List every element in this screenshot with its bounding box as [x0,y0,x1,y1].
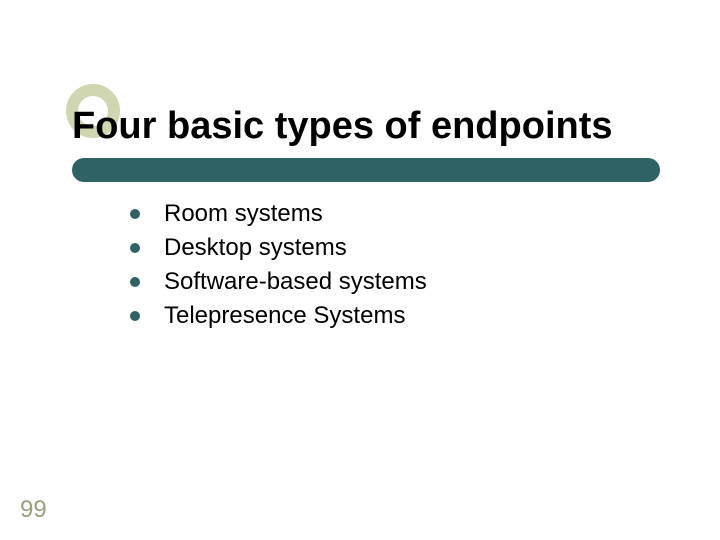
title-row: Four basic types of endpoints [72,106,670,148]
list-item: Software-based systems [130,268,427,296]
bullet-text: Software-based systems [164,268,427,296]
slide-container: Four basic types of endpoints Room syste… [0,0,720,540]
bullet-dot-icon [130,311,140,321]
list-item: Desktop systems [130,234,427,262]
bullet-dot-icon [130,277,140,287]
list-item: Telepresence Systems [130,302,427,330]
bullet-text: Telepresence Systems [164,302,405,330]
title-underline-bar [72,158,660,182]
page-number: 99 [20,496,47,524]
bullet-list: Room systems Desktop systems Software-ba… [130,200,427,336]
bullet-dot-icon [130,243,140,253]
bullet-text: Room systems [164,200,323,228]
list-item: Room systems [130,200,427,228]
bullet-dot-icon [130,209,140,219]
slide-title: Four basic types of endpoints [72,106,670,148]
bullet-text: Desktop systems [164,234,347,262]
